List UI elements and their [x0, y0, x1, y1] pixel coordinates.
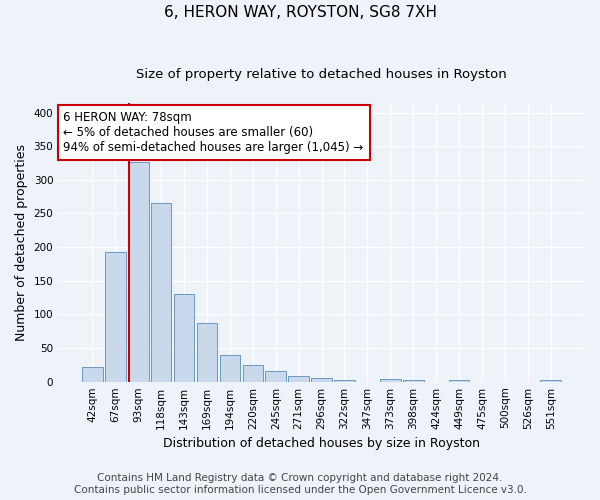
Bar: [403, 380, 424, 382]
Bar: [242, 365, 263, 382]
Text: Contains HM Land Registry data © Crown copyright and database right 2024.
Contai: Contains HM Land Registry data © Crown c…: [74, 474, 526, 495]
Y-axis label: Number of detached properties: Number of detached properties: [15, 144, 28, 340]
Bar: [311, 378, 332, 382]
Bar: [82, 367, 103, 382]
Bar: [105, 252, 125, 382]
Bar: [128, 162, 149, 382]
Title: Size of property relative to detached houses in Royston: Size of property relative to detached ho…: [136, 68, 507, 80]
Text: 6, HERON WAY, ROYSTON, SG8 7XH: 6, HERON WAY, ROYSTON, SG8 7XH: [163, 5, 437, 20]
Bar: [380, 379, 401, 382]
Text: 6 HERON WAY: 78sqm
← 5% of detached houses are smaller (60)
94% of semi-detached: 6 HERON WAY: 78sqm ← 5% of detached hous…: [64, 111, 364, 154]
Bar: [220, 355, 240, 382]
Bar: [197, 323, 217, 382]
Bar: [151, 204, 172, 382]
Bar: [174, 294, 194, 382]
Bar: [541, 380, 561, 382]
Bar: [289, 376, 309, 382]
X-axis label: Distribution of detached houses by size in Royston: Distribution of detached houses by size …: [163, 437, 480, 450]
Bar: [265, 371, 286, 382]
Bar: [334, 380, 355, 382]
Bar: [449, 380, 469, 382]
